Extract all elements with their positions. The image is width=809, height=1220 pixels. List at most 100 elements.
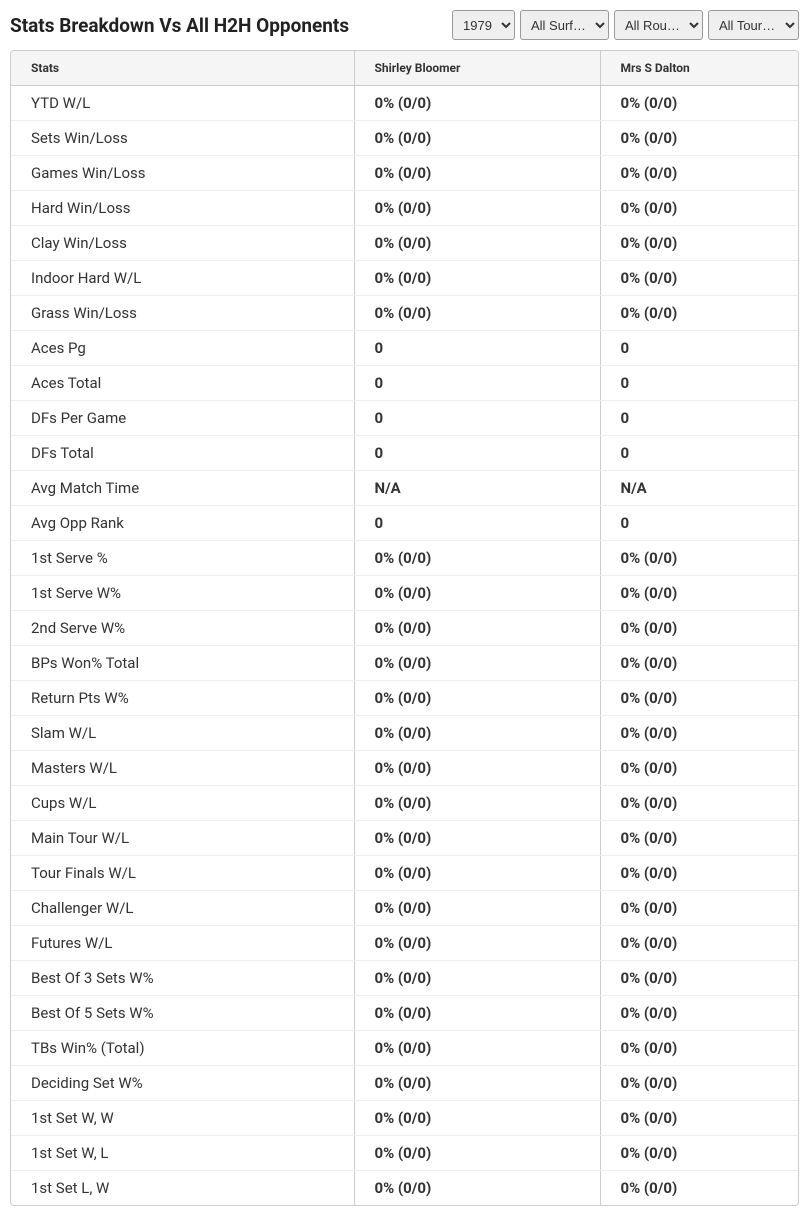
stat-label: Aces Pg xyxy=(11,331,354,366)
stat-label: 1st Set W, W xyxy=(11,1101,354,1136)
stat-label: YTD W/L xyxy=(11,86,354,121)
table-row: DFs Total00 xyxy=(11,436,798,471)
table-row: Aces Pg00 xyxy=(11,331,798,366)
table-row: Best Of 5 Sets W%0% (0/0)0% (0/0) xyxy=(11,996,798,1031)
stat-value-player2: 0% (0/0) xyxy=(600,1031,798,1066)
stat-value-player1: 0% (0/0) xyxy=(354,611,600,646)
tournament-select[interactable]: All Tour… xyxy=(708,10,799,40)
stat-value-player2: 0% (0/0) xyxy=(600,786,798,821)
stat-value-player2: 0% (0/0) xyxy=(600,226,798,261)
stat-label: Main Tour W/L xyxy=(11,821,354,856)
table-row: Futures W/L0% (0/0)0% (0/0) xyxy=(11,926,798,961)
stat-value-player1: 0% (0/0) xyxy=(354,156,600,191)
stat-value-player2: 0% (0/0) xyxy=(600,681,798,716)
table-header-row: Stats Shirley Bloomer Mrs S Dalton xyxy=(11,51,798,86)
stat-value-player1: 0% (0/0) xyxy=(354,1136,600,1171)
table-row: 1st Serve W%0% (0/0)0% (0/0) xyxy=(11,576,798,611)
stat-value-player1: 0 xyxy=(354,401,600,436)
stat-value-player2: 0% (0/0) xyxy=(600,751,798,786)
table-row: DFs Per Game00 xyxy=(11,401,798,436)
stat-label: Cups W/L xyxy=(11,786,354,821)
table-row: Tour Finals W/L0% (0/0)0% (0/0) xyxy=(11,856,798,891)
table-row: Return Pts W%0% (0/0)0% (0/0) xyxy=(11,681,798,716)
stat-value-player2: 0% (0/0) xyxy=(600,1066,798,1101)
stat-value-player2: 0% (0/0) xyxy=(600,821,798,856)
stat-label: 1st Set W, L xyxy=(11,1136,354,1171)
stat-label: TBs Win% (Total) xyxy=(11,1031,354,1066)
stat-value-player2: 0% (0/0) xyxy=(600,856,798,891)
stat-value-player2: 0% (0/0) xyxy=(600,1136,798,1171)
table-row: Aces Total00 xyxy=(11,366,798,401)
stat-value-player2: 0% (0/0) xyxy=(600,1101,798,1136)
table-row: 1st Serve %0% (0/0)0% (0/0) xyxy=(11,541,798,576)
header-bar: Stats Breakdown Vs All H2H Opponents 197… xyxy=(0,0,809,50)
page-title: Stats Breakdown Vs All H2H Opponents xyxy=(10,14,349,37)
stat-value-player1: 0% (0/0) xyxy=(354,681,600,716)
stat-value-player2: 0% (0/0) xyxy=(600,156,798,191)
table-row: Grass Win/Loss0% (0/0)0% (0/0) xyxy=(11,296,798,331)
stat-label: Tour Finals W/L xyxy=(11,856,354,891)
stat-value-player1: 0% (0/0) xyxy=(354,86,600,121)
stat-value-player2: 0% (0/0) xyxy=(600,121,798,156)
stat-value-player1: 0% (0/0) xyxy=(354,1031,600,1066)
stat-value-player1: 0% (0/0) xyxy=(354,1171,600,1206)
header-player1: Shirley Bloomer xyxy=(354,51,600,86)
round-select[interactable]: All Rou… xyxy=(614,10,703,40)
stat-value-player2: 0 xyxy=(600,506,798,541)
stat-value-player1: 0% (0/0) xyxy=(354,786,600,821)
stat-label: Games Win/Loss xyxy=(11,156,354,191)
stat-label: Return Pts W% xyxy=(11,681,354,716)
stat-value-player1: 0% (0/0) xyxy=(354,751,600,786)
stat-value-player2: 0% (0/0) xyxy=(600,891,798,926)
table-row: Clay Win/Loss0% (0/0)0% (0/0) xyxy=(11,226,798,261)
stat-value-player1: 0% (0/0) xyxy=(354,996,600,1031)
stat-label: Best Of 3 Sets W% xyxy=(11,961,354,996)
stat-value-player1: 0% (0/0) xyxy=(354,296,600,331)
table-row: 1st Set W, W0% (0/0)0% (0/0) xyxy=(11,1101,798,1136)
year-select[interactable]: 1979 xyxy=(452,10,515,40)
stat-label: Deciding Set W% xyxy=(11,1066,354,1101)
stat-label: Futures W/L xyxy=(11,926,354,961)
stat-value-player2: 0% (0/0) xyxy=(600,1171,798,1206)
table-row: Slam W/L0% (0/0)0% (0/0) xyxy=(11,716,798,751)
stat-label: 2nd Serve W% xyxy=(11,611,354,646)
table-row: Indoor Hard W/L0% (0/0)0% (0/0) xyxy=(11,261,798,296)
stat-value-player1: 0% (0/0) xyxy=(354,121,600,156)
stat-value-player2: N/A xyxy=(600,471,798,506)
stat-label: Sets Win/Loss xyxy=(11,121,354,156)
stat-label: Hard Win/Loss xyxy=(11,191,354,226)
stat-label: 1st Set L, W xyxy=(11,1171,354,1206)
table-row: Cups W/L0% (0/0)0% (0/0) xyxy=(11,786,798,821)
table-row: Challenger W/L0% (0/0)0% (0/0) xyxy=(11,891,798,926)
table-row: Avg Opp Rank00 xyxy=(11,506,798,541)
surface-select[interactable]: All Surf… xyxy=(520,10,609,40)
stat-label: Avg Match Time xyxy=(11,471,354,506)
stat-value-player2: 0% (0/0) xyxy=(600,86,798,121)
stat-value-player1: 0 xyxy=(354,366,600,401)
stat-value-player2: 0% (0/0) xyxy=(600,996,798,1031)
stat-value-player2: 0% (0/0) xyxy=(600,576,798,611)
stat-value-player1: 0% (0/0) xyxy=(354,261,600,296)
stat-label: Avg Opp Rank xyxy=(11,506,354,541)
stat-label: DFs Per Game xyxy=(11,401,354,436)
stat-value-player1: 0 xyxy=(354,506,600,541)
stat-value-player1: 0% (0/0) xyxy=(354,646,600,681)
stats-table: Stats Shirley Bloomer Mrs S Dalton YTD W… xyxy=(11,51,798,1205)
header-player2: Mrs S Dalton xyxy=(600,51,798,86)
stat-value-player1: 0% (0/0) xyxy=(354,926,600,961)
table-row: Main Tour W/L0% (0/0)0% (0/0) xyxy=(11,821,798,856)
stat-value-player2: 0 xyxy=(600,436,798,471)
stat-value-player2: 0% (0/0) xyxy=(600,296,798,331)
stat-value-player2: 0% (0/0) xyxy=(600,191,798,226)
table-row: Masters W/L0% (0/0)0% (0/0) xyxy=(11,751,798,786)
table-row: Hard Win/Loss0% (0/0)0% (0/0) xyxy=(11,191,798,226)
stat-value-player2: 0% (0/0) xyxy=(600,611,798,646)
stat-label: Challenger W/L xyxy=(11,891,354,926)
stat-value-player2: 0% (0/0) xyxy=(600,716,798,751)
stat-value-player1: 0% (0/0) xyxy=(354,1101,600,1136)
filters-group: 1979 All Surf… All Rou… All Tour… xyxy=(452,10,799,40)
table-row: YTD W/L0% (0/0)0% (0/0) xyxy=(11,86,798,121)
table-row: Sets Win/Loss0% (0/0)0% (0/0) xyxy=(11,121,798,156)
stat-label: Grass Win/Loss xyxy=(11,296,354,331)
stat-label: Indoor Hard W/L xyxy=(11,261,354,296)
